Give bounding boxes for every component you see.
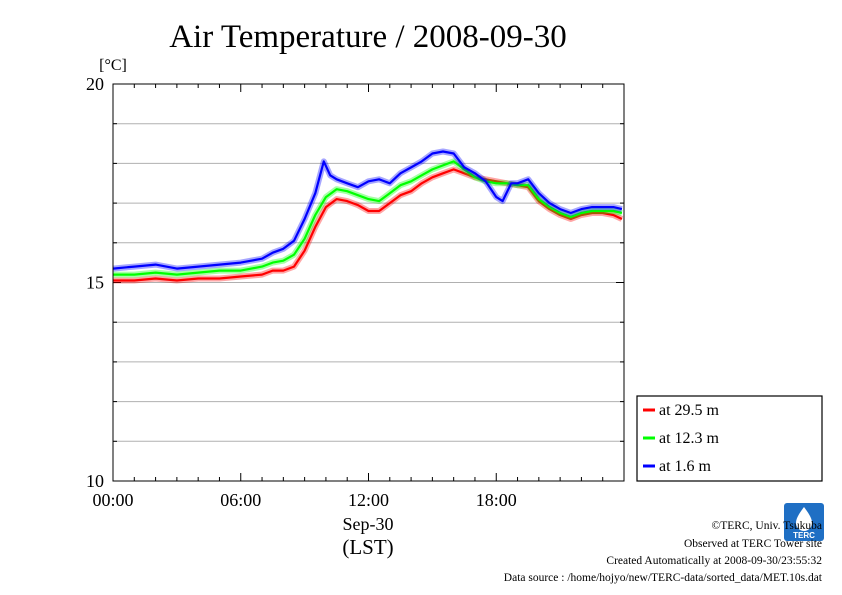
legend-label: at 29.5 m	[659, 402, 720, 419]
x-tick-label: 06:00	[220, 490, 261, 510]
series-lines	[112, 148, 624, 284]
series-line	[113, 160, 623, 276]
legend-box	[636, 395, 823, 482]
date-label: Sep-30	[343, 514, 394, 534]
copyright-note: ©TERC, Univ. Tsukuba	[711, 520, 822, 532]
created-note: Created Automatically at 2008-09-30/23:5…	[606, 555, 822, 567]
legend-label: at 12.3 m	[659, 430, 720, 447]
plot-frame	[112, 83, 625, 482]
y-tick-label: 20	[86, 74, 104, 94]
legend: at 29.5 m at 12.3 m at 1.6 m	[636, 395, 823, 482]
y-tick-labels: 10 15 20	[86, 74, 104, 491]
y-axis-unit: [°C]	[99, 57, 127, 74]
grid-lines	[113, 123, 624, 442]
series-line	[112, 150, 623, 270]
x-axis-label: (LST)	[342, 535, 393, 559]
data-source-note: Data source : /home/hojyo/new/TERC-data/…	[503, 572, 822, 584]
axis-ticks	[112, 83, 625, 482]
y-tick-label: 10	[86, 471, 104, 491]
x-tick-labels: 00:00 06:00 12:00 18:00	[92, 490, 516, 510]
logo-drop	[796, 507, 812, 531]
y-tick-label: 15	[86, 273, 104, 293]
terc-logo: TERC	[784, 503, 824, 541]
x-tick-label: 18:00	[476, 490, 517, 510]
x-tick-label: 00:00	[92, 490, 133, 510]
observed-note: Observed at TERC Tower site	[683, 538, 822, 550]
logo-text: TERC	[793, 531, 815, 540]
chart-title: Air Temperature / 2008-09-30	[169, 19, 567, 55]
x-tick-label: 12:00	[348, 490, 389, 510]
series-line-halo	[113, 158, 623, 278]
legend-label: at 1.6 m	[659, 458, 712, 475]
series-line-halo	[113, 166, 624, 284]
series-line	[113, 168, 623, 282]
